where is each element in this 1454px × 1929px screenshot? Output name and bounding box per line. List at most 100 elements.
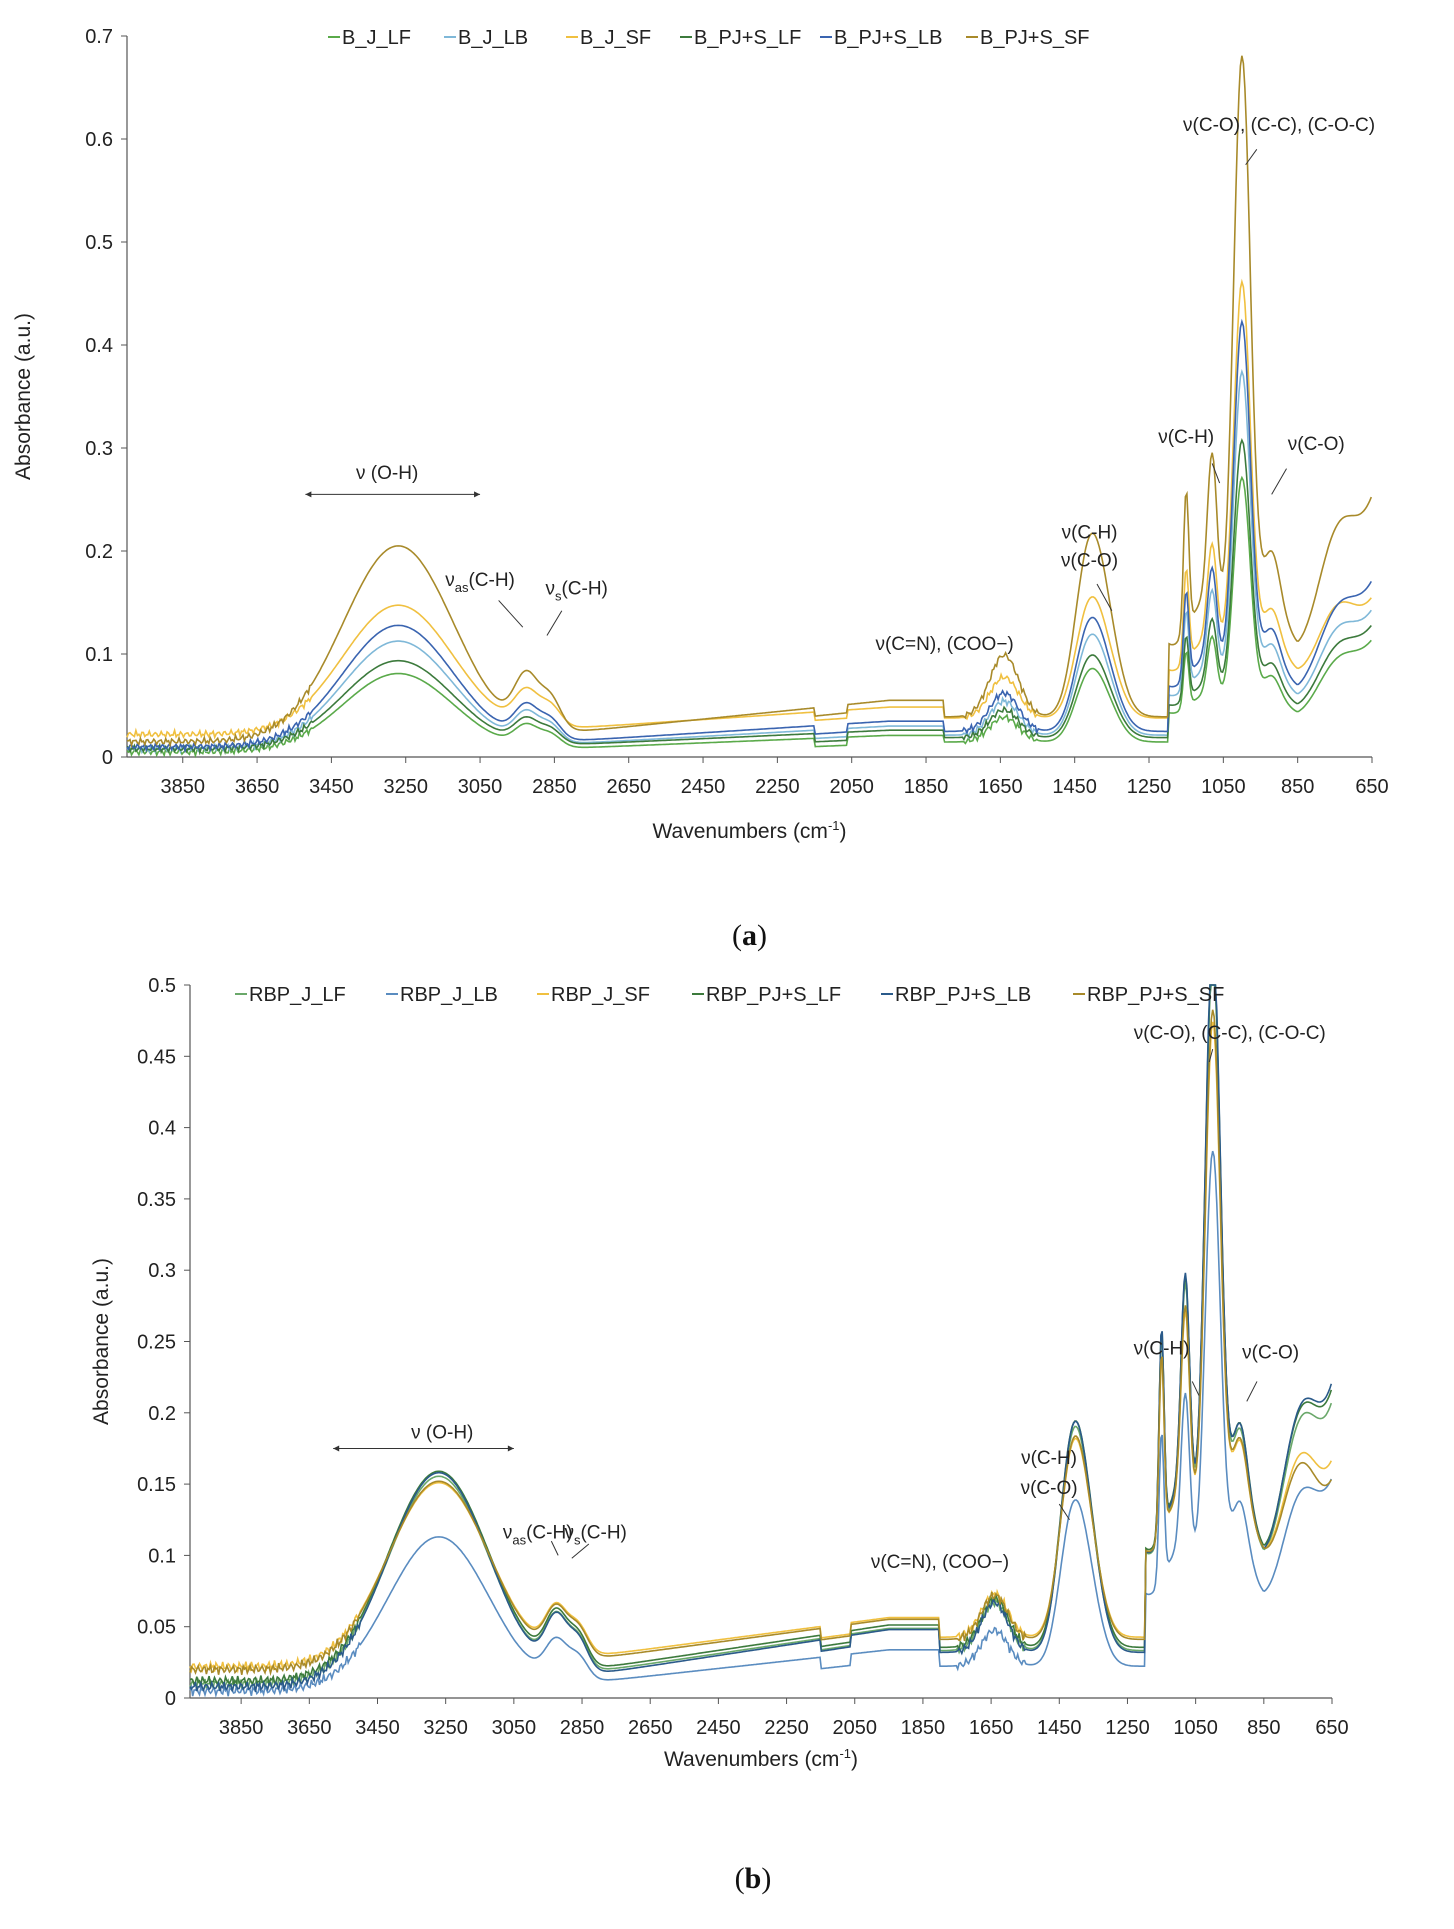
y-tick-label: 0.4 [85,335,113,357]
y-tick-label: 0.6 [85,129,113,151]
annotation-pointer [1058,1503,1070,1521]
series-line-b-pj-s-lb [126,318,1372,754]
x-tick-label: 650 [1315,1717,1348,1739]
annotation-pointer [550,1540,559,1556]
arrow-head [507,1445,514,1452]
x-tick-label: 1450 [1052,776,1097,798]
panel-caption: (a) [732,919,767,952]
legend-entry: RBP_PJ+S_LF [706,984,841,1006]
annotation-label: ν(C-O) [1021,1478,1078,1499]
annotation-pointer [571,1543,590,1559]
series-line-rbp-pj-s-sf [189,1009,1332,1677]
y-tick-label: 0.1 [148,1545,176,1567]
annotation-label: ν(C-O) [1242,1343,1299,1364]
x-tick-label: 1850 [904,776,949,798]
annotation-vas-ch: νas(C-H) [503,1522,573,1547]
x-tick-label: 2250 [755,776,800,798]
annotation-vs-ch: νs(C-H) [545,578,607,603]
x-tick-label: 3450 [355,1717,400,1739]
annotation-pointer [546,610,563,636]
annotation-pointer [498,600,524,628]
legend-entry: RBP_J_LF [249,984,346,1006]
annotation-pointer [1208,1049,1214,1063]
legend-entry: B_PJ+S_LB [834,27,942,49]
legend-entry: RBP_PJ+S_LB [895,984,1031,1006]
legend-entry: RBP_J_LB [400,984,498,1006]
x-tick-label: 3850 [219,1717,264,1739]
annotation-pointer [1096,583,1113,611]
x-tick-label: 850 [1281,776,1314,798]
x-tick-label: 2050 [829,776,874,798]
x-axis-label: Wavenumbers (cm-1) [664,1746,858,1771]
legend-entry: RBP_J_SF [551,984,650,1006]
x-tick-label: 3650 [235,776,280,798]
x-tick-label: 2650 [606,776,651,798]
y-tick-label: 0.35 [137,1189,176,1211]
x-tick-label: 1250 [1127,776,1172,798]
y-tick-label: 0.4 [148,1118,176,1140]
x-tick-label: 3050 [492,1717,537,1739]
arrow-head [333,1445,340,1452]
x-tick-label: 3450 [309,776,354,798]
series-line-b-j-lb [126,368,1372,755]
x-tick-label: 2450 [696,1717,741,1739]
annotation-vas-ch: νas(C-H) [445,570,515,595]
x-tick-label: 3850 [160,776,205,798]
chart-panel-b: 0 0.05 0.1 0.15 0.2 0.25 0.3 0.35 0.4 0.45 0.5 3850… [90,975,1349,1895]
annotation-label: ν(C-O), (C-C), (C-O-C) [1183,115,1375,136]
legend-entry: RBP_PJ+S_SF [1087,984,1224,1006]
annotation-vs-ch: νs(C-H) [564,1522,626,1547]
y-tick-label: 0 [102,747,113,769]
x-tick-label: 2850 [560,1717,605,1739]
chart-panel-a: 0 0.1 0.2 0.3 0.4 0.5 0.6 0.7 3850 3650 3450 3250 30… [12,26,1389,952]
series-line-rbp-pj-s-lb [189,984,1333,1693]
y-tick-label: 0.7 [85,26,113,48]
annotation-pointer [1245,149,1258,166]
annotation-label: ν(C-O) [1061,550,1118,571]
x-tick-label: 1650 [978,776,1023,798]
arrow-head [305,491,312,498]
x-tick-label: 1050 [1173,1717,1218,1739]
x-tick-label: 1450 [1037,1717,1082,1739]
x-tick-label: 2850 [532,776,577,798]
y-tick-label: 0.25 [137,1332,176,1354]
x-tick-label: 850 [1247,1717,1280,1739]
annotation-pointer [1246,1381,1258,1402]
x-axis-label: Wavenumbers (cm-1) [653,818,847,843]
annotation-label: ν(C=N), (COO−) [875,634,1013,655]
y-tick-label: 0.1 [85,644,113,666]
legend-entry: B_J_LF [342,27,411,49]
y-tick-label: 0.2 [148,1403,176,1425]
y-tick-label: 0.5 [148,975,176,997]
y-tick-label: 0.15 [137,1474,176,1496]
series-line-b-pj-s-sf [126,55,1373,749]
x-tick-label: 2250 [764,1717,809,1739]
y-tick-label: 0.5 [85,232,113,254]
x-tick-label: 1050 [1201,776,1246,798]
annotation-pointer [1271,468,1287,495]
series-line-rbp-j-lb [189,1150,1333,1699]
series-line-b-j-sf [126,278,1372,740]
y-axis-label: Absorbance (a.u.) [12,313,35,480]
legend-entry: B_PJ+S_LF [694,27,801,49]
series-line-b-j-lf [126,475,1372,759]
x-tick-label: 1250 [1105,1717,1150,1739]
panel-caption: (b) [735,1862,772,1895]
legend-entry: B_J_LB [458,27,528,49]
legend-entry: B_J_SF [580,27,651,49]
x-tick-label: 1850 [901,1717,946,1739]
x-tick-label: 2050 [832,1717,877,1739]
annotation-label: ν(C-H) [1021,1448,1077,1469]
y-tick-label: 0.3 [85,438,113,460]
y-tick-label: 0.3 [148,1260,176,1282]
y-axis-label: Absorbance (a.u.) [90,1258,113,1425]
annotation-label: ν(C-H) [1134,1338,1190,1359]
annotation-label: ν(C-O), (C-C), (C-O-C) [1134,1023,1326,1044]
annotation-label: ν (O-H) [356,463,418,484]
x-tick-label: 650 [1355,776,1388,798]
annotation-label: ν(C-H) [1158,427,1214,448]
y-tick-label: 0.45 [137,1046,176,1068]
x-tick-label: 2650 [628,1717,673,1739]
x-tick-label: 3650 [287,1717,332,1739]
